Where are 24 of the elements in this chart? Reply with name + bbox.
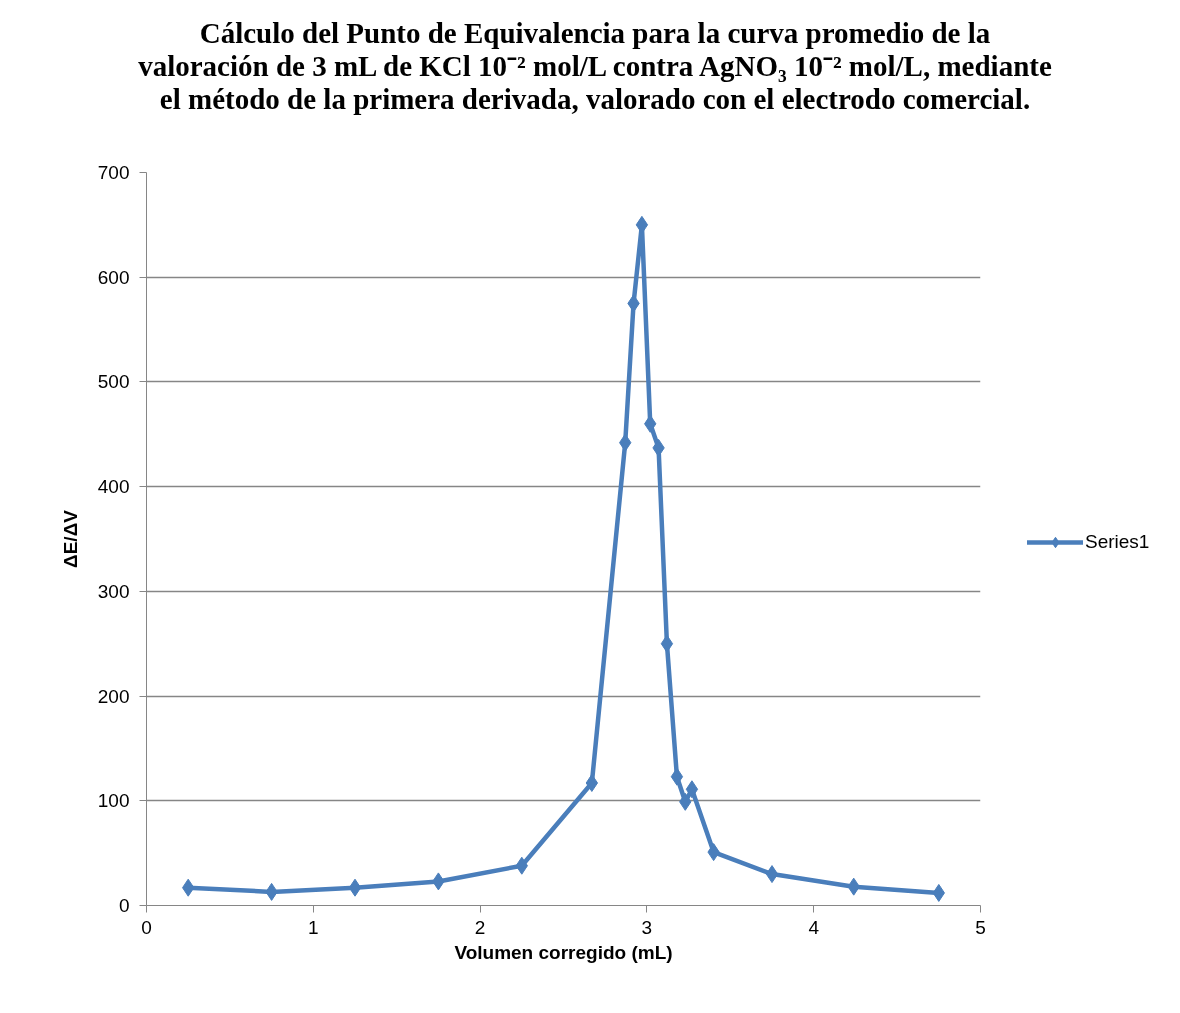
y-tick-label: 100: [97, 790, 130, 812]
y-tick-label: 400: [97, 476, 130, 498]
point: [585, 773, 599, 792]
y-tick-label: 700: [97, 162, 130, 183]
point: [348, 878, 362, 897]
y-axis-title: ΔE/ΔV: [59, 509, 81, 568]
point: [765, 865, 779, 884]
point: [670, 767, 684, 786]
legend-label: Series1: [1085, 531, 1150, 553]
y-tick-label: 300: [97, 580, 130, 602]
x-tick-label: 2: [474, 916, 486, 938]
chart-title: Cálculo del Punto de Equivalencia para la curva promedio de la valoración de 3 mL de KCl 10⁻² mol/L contra AgNO₃ 10⁻² mol/L, mediante el método de la primera derivada, valorado con el electrodo comercial.: [138, 17, 1052, 116]
x-tick-label: 4: [808, 916, 820, 938]
x-axis-title: Volumen corregido (mL): [454, 941, 673, 963]
point: [685, 780, 699, 799]
point: [660, 634, 674, 653]
x-tick-label: 5: [975, 916, 986, 938]
x-tick-label: 3: [641, 916, 653, 938]
x-tick-label: 1: [308, 916, 319, 938]
y-tick-label: 600: [97, 266, 130, 288]
y-tick-label: 0: [118, 895, 130, 916]
y-tick-label: 500: [97, 371, 130, 393]
x-tick-label: 0: [141, 916, 152, 938]
y-tick-label: 200: [97, 685, 130, 707]
